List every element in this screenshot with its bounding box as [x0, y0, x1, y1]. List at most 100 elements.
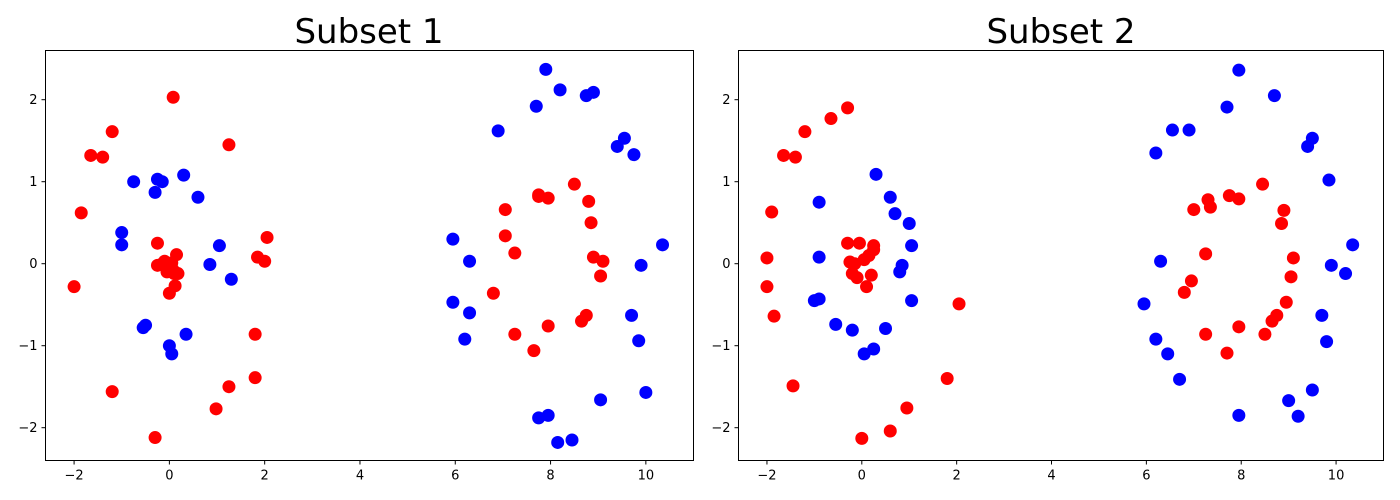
subset-2-data-point: [1275, 217, 1289, 231]
subset-1-data-point: [486, 286, 500, 300]
subset-2-data-point: [1284, 270, 1298, 284]
subset-1-data-point: [579, 308, 593, 322]
subset-1-data-point: [594, 393, 608, 407]
subset-1-data-point: [148, 185, 162, 199]
subset-2-data-point: [1320, 335, 1334, 349]
subset-2-data-point: [855, 431, 869, 445]
subset-1-data-point: [639, 385, 653, 399]
subset-2-data-point: [888, 207, 902, 221]
subset-1-data-point: [67, 280, 81, 294]
subset-1-x-tick-label: 4: [356, 469, 364, 484]
subset-2-data-point: [798, 125, 812, 139]
subset-1-x-tick-label: 0: [165, 469, 173, 484]
subset-2-y-tick-label: 0: [722, 257, 730, 272]
subset-1-data-point: [627, 148, 641, 162]
subset-2-data-point: [765, 205, 779, 219]
subset-2-title: Subset 2: [986, 12, 1135, 52]
subset-2-data-point: [786, 379, 800, 393]
subset-1-data-point: [508, 246, 522, 260]
subset-1-data-point: [171, 267, 185, 281]
subset-2-data-point: [850, 271, 864, 285]
subset-2-data-point: [869, 167, 883, 181]
subset-2-data-point: [767, 309, 781, 323]
subset-2-x-tick-label: 8: [1237, 469, 1245, 484]
subset-1-data-point: [551, 435, 565, 449]
subset-2-data-point: [1282, 394, 1296, 408]
subset-1-data-point: [74, 206, 88, 220]
subset-2-data-point: [1232, 408, 1246, 422]
subset-1-y-tick-label: −2: [18, 421, 37, 436]
subset-1-data-point: [527, 344, 541, 358]
subset-2-data-point: [760, 251, 774, 265]
subset-1-y-tick-label: 1: [29, 175, 37, 190]
subset-2-data-point: [1256, 177, 1270, 191]
subset-1-data-point: [446, 295, 460, 309]
subset-1-data-point: [115, 226, 129, 240]
subset-1-data-point: [96, 150, 110, 164]
subset-1-data-point: [150, 236, 164, 250]
subset-1-title: Subset 1: [294, 12, 443, 52]
subset-1-data-point: [463, 254, 477, 268]
subset-2-data-point: [788, 150, 802, 164]
subset-1-panel: Subset 1 −2 0 2 4 6 8 10 −2 −1 0 1 2: [18, 12, 694, 484]
subset-2-data-point: [1165, 123, 1179, 137]
subset-2-data-point: [1173, 372, 1187, 386]
subset-2-data-point: [829, 317, 843, 331]
subset-1-data-point: [105, 385, 119, 399]
subset-2-data-point: [845, 323, 859, 337]
subset-1-data-point: [260, 230, 274, 244]
subset-1-data-point: [177, 168, 191, 182]
subset-2-data-point: [1203, 200, 1217, 214]
subset-1-data-point: [209, 402, 223, 416]
subset-1-data-point: [168, 279, 182, 293]
subset-1-data-point: [541, 319, 555, 333]
subset-1-data-point: [258, 254, 272, 268]
subset-1-data-point: [165, 347, 179, 361]
subset-2-data-point: [867, 342, 881, 356]
subset-1-x-tick-label: 6: [451, 469, 459, 484]
subset-2-x-tick-label: 2: [953, 469, 961, 484]
subset-2-data-point: [1286, 251, 1300, 265]
subset-2-data-point: [852, 236, 866, 250]
subset-1-data-point: [139, 318, 153, 332]
subset-1-data-point: [203, 258, 217, 272]
subset-1-data-point: [584, 216, 598, 230]
subset-1-data-point: [541, 408, 555, 422]
subset-2-y-tick-label: −1: [711, 339, 730, 354]
subset-2-data-point: [812, 195, 826, 209]
subset-2-data-point: [902, 217, 916, 231]
subset-2-data-point: [1161, 347, 1175, 361]
subset-2-data-point: [1232, 320, 1246, 334]
subset-2-data-point: [895, 258, 909, 272]
subset-2-data-point: [1346, 238, 1360, 252]
subset-2-data-point: [841, 236, 855, 250]
subset-2-data-point: [812, 292, 826, 306]
subset-2-data-point: [760, 280, 774, 294]
subset-2-data-point: [1154, 254, 1168, 268]
subset-2-y-tick-label: 1: [722, 175, 730, 190]
subset-2-x-tick-label: 4: [1047, 469, 1055, 484]
subset-1-data-point: [179, 327, 193, 341]
subset-1-data-point: [191, 190, 205, 204]
subset-1-x-tick-label: −2: [65, 469, 84, 484]
subset-1-data-point: [656, 238, 670, 252]
subset-1-data-point: [248, 327, 262, 341]
subset-2-data-point: [1137, 297, 1151, 311]
subset-1-data-point: [529, 99, 543, 113]
subset-2-data-point: [1315, 308, 1329, 322]
subset-1-data-point: [463, 306, 477, 320]
subset-1-axes: −2 0 2 4 6 8 10 −2 −1 0 1 2: [18, 93, 654, 483]
subset-1-data-point: [567, 177, 581, 191]
subset-2-data-point: [1267, 89, 1281, 103]
subset-2-data-point: [1232, 63, 1246, 77]
subset-2-data-point: [905, 239, 919, 253]
subset-1-data-point: [634, 258, 648, 272]
subset-1-data-point: [115, 238, 129, 252]
subset-2-y-tick-label: 2: [722, 93, 730, 108]
subset-1-data-point: [625, 308, 639, 322]
subset-1-data-point: [224, 272, 238, 286]
subset-2-data-point: [1322, 173, 1336, 187]
subset-1-data-point: [565, 433, 579, 447]
subset-1-data-point: [212, 239, 226, 253]
subset-2-data-point: [824, 112, 838, 126]
